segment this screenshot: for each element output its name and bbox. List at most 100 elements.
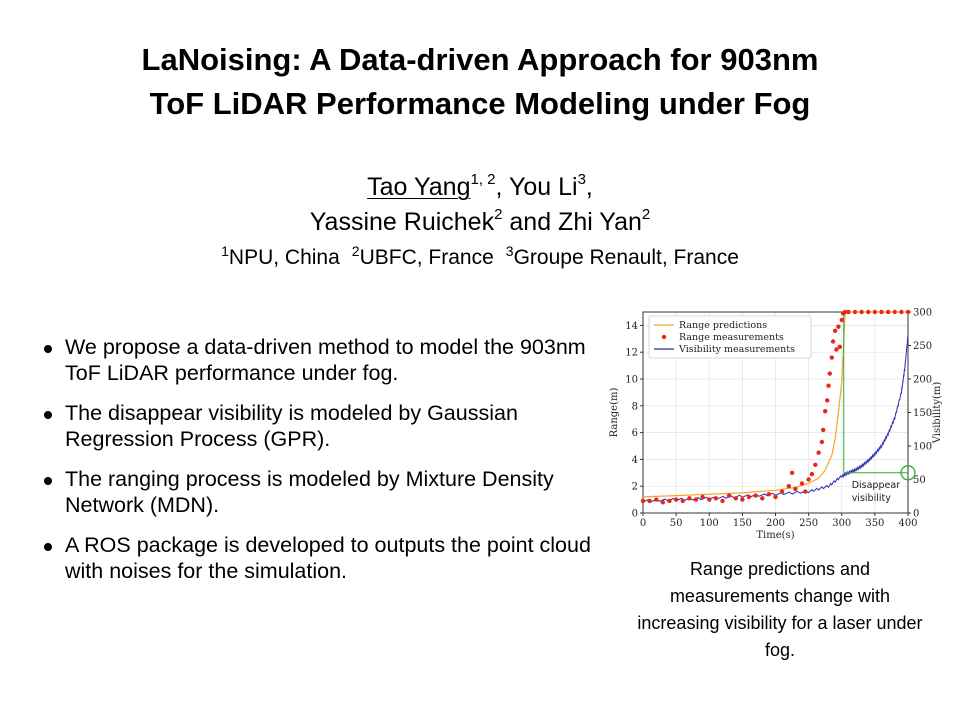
range-measurement-point — [693, 497, 699, 502]
legend-box — [648, 315, 812, 359]
x-tick-label: 300 — [832, 518, 851, 529]
author-3-affil: 2 — [494, 205, 503, 223]
range-measurement-point — [866, 309, 871, 315]
annotation-label-line-2: visibility — [852, 493, 892, 504]
range-measurement-point — [819, 439, 825, 445]
title-line-1: LaNoising: A Data-driven Approach for 90… — [141, 42, 819, 77]
range-measurement-point — [885, 309, 891, 315]
range-measurement-point — [806, 477, 811, 482]
x-tick-label: 0 — [640, 518, 646, 529]
range-measurement-point — [813, 462, 818, 467]
range-measurement-point — [837, 344, 842, 349]
range-measurement-point — [821, 427, 826, 433]
x-tick-label: 350 — [865, 518, 884, 529]
x-axis-label: Time(s) — [756, 530, 794, 540]
y-right-tick-label: 150 — [913, 408, 932, 419]
x-tick-label: 100 — [700, 518, 719, 529]
author-1-affil: 1, 2 — [470, 170, 496, 188]
range-measurement-point — [826, 383, 831, 388]
author-3: Yassine Ruichek — [309, 208, 495, 236]
bullet-item: We propose a data-driven method to model… — [40, 334, 620, 386]
range-measurement-point — [740, 497, 745, 502]
y-left-tick-label: 14 — [625, 321, 638, 332]
affil-3-mark: 3 — [505, 243, 514, 259]
range-measurement-point — [700, 494, 705, 500]
bullet-list: We propose a data-driven method to model… — [40, 334, 620, 598]
y-right-tick-label: 0 — [913, 509, 919, 520]
range-measurement-point — [660, 500, 666, 505]
range-measurement-point — [846, 309, 851, 315]
y-left-tick-label: 4 — [632, 455, 638, 466]
range-measurement-point — [793, 486, 798, 492]
bullet-item: A ROS package is developed to outputs th… — [40, 532, 620, 584]
range-measurement-point — [803, 489, 808, 494]
range-measurement-point — [825, 398, 830, 403]
range-measurement-point — [654, 497, 659, 502]
range-measurement-point — [905, 309, 911, 315]
range-measurement-point — [899, 309, 904, 315]
range-measurement-point — [726, 493, 732, 498]
x-tick-label: 400 — [898, 518, 917, 529]
visibility-series-line — [642, 335, 909, 503]
y-right-axis-label: Visibility(m) — [932, 382, 943, 445]
y-right-tick-label: 250 — [913, 341, 932, 352]
author-4: Zhi Yan — [558, 208, 642, 236]
range-measurement-point — [640, 498, 646, 504]
author-presenter: Tao Yang — [367, 173, 471, 201]
author-separator: , — [585, 173, 593, 201]
bullet-item: The ranging process is modeled by Mixtur… — [40, 466, 620, 518]
range-measurement-point — [733, 496, 738, 501]
y-left-axis-label: Range(m) — [609, 388, 620, 438]
range-measurement-point — [720, 498, 725, 504]
y-left-tick-label: 2 — [632, 482, 638, 493]
range-measurement-point — [713, 496, 719, 501]
range-measurement-point — [760, 496, 765, 501]
y-left-tick-label: 6 — [632, 428, 638, 439]
y-left-tick-label: 12 — [625, 348, 638, 359]
range-measurement-point — [647, 498, 652, 504]
affil-2-mark: 2 — [351, 243, 360, 259]
author-line-2: Yassine Ruichek2 and Zhi Yan2 — [0, 205, 960, 240]
range-measurement-point — [836, 324, 841, 329]
x-tick-label: 150 — [733, 518, 752, 529]
range-measurement-point — [834, 347, 839, 352]
range-measurement-point — [746, 494, 752, 500]
range-measurement-point — [892, 309, 897, 315]
range-measurement-point — [839, 317, 844, 323]
x-tick-label: 200 — [766, 518, 785, 529]
bullet-item: The disappear visibility is modeled by G… — [40, 400, 620, 452]
y-right-tick-label: 300 — [913, 308, 932, 319]
range-measurement-point — [816, 450, 821, 455]
range-measurement-point — [827, 371, 832, 376]
author-2: You Li — [508, 173, 578, 201]
range-measurement-point — [680, 498, 685, 504]
author-list: Tao Yang1, 2, You Li3, Yassine Ruichek2 … — [0, 170, 960, 240]
range-measurement-point — [786, 484, 791, 489]
range-measurement-point — [773, 494, 778, 500]
range-measurement-point — [789, 470, 795, 475]
legend-label-visibility: Visibility measurements — [678, 344, 795, 355]
legend-swatch-measurements — [661, 334, 667, 340]
y-left-tick-label: 10 — [625, 375, 638, 386]
affil-1-mark: 1 — [221, 243, 229, 259]
author-separator: , — [495, 173, 509, 201]
author-line-1: Tao Yang1, 2, You Li3, — [0, 170, 960, 205]
range-measurement-point — [823, 409, 828, 414]
range-measurement-point — [799, 481, 805, 486]
affil-3: Groupe Renault, France — [513, 246, 739, 269]
range-measurement-point — [852, 309, 858, 315]
range-measurement-point — [766, 492, 772, 497]
range-measurement-point — [809, 471, 815, 477]
legend-label-measurements: Range measurements — [679, 332, 784, 343]
range-measurement-point — [753, 493, 758, 498]
range-measurement-point — [832, 328, 838, 333]
range-measurement-point — [842, 309, 848, 315]
y-right-tick-label: 50 — [913, 475, 926, 486]
disappear-visibility-marker — [900, 465, 916, 481]
legend-label-predictions: Range predictions — [679, 320, 767, 331]
range-measurement-point — [830, 339, 836, 344]
range-measurement-point — [667, 498, 672, 504]
y-right-tick-label: 200 — [913, 375, 932, 386]
range-visibility-chart: 0 50 100 150 200 250 300 350 4000246810121405010… — [609, 308, 943, 541]
title-line-2: ToF LiDAR Performance Modeling under Fog — [149, 86, 811, 121]
